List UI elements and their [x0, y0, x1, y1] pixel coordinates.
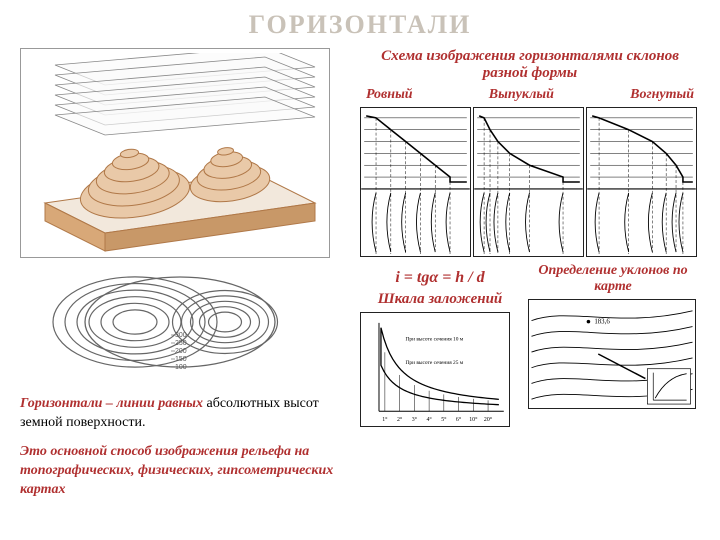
svg-text:3°: 3°: [412, 416, 418, 423]
svg-text:При высоте сечения 25 м: При высоте сечения 25 м: [406, 360, 464, 366]
svg-text:200: 200: [175, 348, 187, 355]
slope-determination-block: Определение уклонов по карте 183,6: [528, 263, 698, 427]
slope-labels-row: Ровный Выпуклый Вогнутый: [366, 87, 694, 103]
content-grid: 100150200250300 Горизонтали – линии равн…: [0, 40, 720, 509]
slope-even-svg: [361, 108, 470, 256]
svg-text:4°: 4°: [426, 416, 432, 423]
svg-text:150: 150: [175, 356, 187, 363]
definition-p2: Это основной способ изображения рельефа …: [20, 443, 350, 500]
slope-cell-concave: [586, 107, 697, 257]
svg-text:10°: 10°: [469, 416, 478, 423]
plan-view-contours: 100150200250300: [20, 264, 330, 379]
svg-text:1°: 1°: [382, 416, 388, 423]
svg-text:183,6: 183,6: [594, 318, 610, 325]
slope-cell-even: [360, 107, 471, 257]
scale-label: Шкала заложений: [360, 291, 520, 308]
page-title: ГОРИЗОНТАЛИ: [0, 0, 720, 40]
slope-concave-svg: [587, 108, 696, 256]
definition-lead-bold: Горизонтали – линии равных: [20, 396, 203, 411]
slope-formula: i = tgα = h / d: [360, 269, 520, 287]
svg-text:100: 100: [175, 364, 187, 371]
svg-text:300: 300: [175, 332, 187, 339]
scale-chart-svg: 1° 2° 3° 4° 5° 6° 10° 20° При высоте сечения 10 …: [361, 313, 509, 426]
lower-right-block: i = tgα = h / d Шкала заложений 1° 2° 3° 4°…: [360, 263, 700, 427]
terrain-3d-illustration: [20, 48, 330, 258]
svg-text:2°: 2°: [397, 416, 403, 423]
slope-determination-title: Определение уклонов по карте: [528, 263, 698, 295]
slope-label-convex: Выпуклый: [489, 87, 554, 103]
slope-diagram-heading: Схема изображения горизонталями склонов …: [360, 48, 700, 83]
formula-and-scale: i = tgα = h / d Шкала заложений 1° 2° 3° 4°…: [360, 263, 520, 427]
svg-text:6°: 6°: [456, 416, 462, 423]
slope-label-concave: Вогнутый: [630, 87, 694, 103]
slope-label-even: Ровный: [366, 87, 413, 103]
terrain-3d-svg: [25, 53, 325, 253]
left-column: 100150200250300 Горизонтали – линии равн…: [20, 48, 350, 509]
map-fragment-svg: 183,6: [529, 300, 695, 408]
slope-cell-convex: [473, 107, 584, 257]
slope-diagram-grid: [360, 107, 700, 257]
map-fragment: 183,6: [528, 299, 696, 409]
svg-text:При высоте сечения 10 м: При высоте сечения 10 м: [406, 336, 464, 342]
svg-text:250: 250: [175, 340, 187, 347]
definition-block: Горизонтали – линии равных абсолютных вы…: [20, 395, 350, 499]
svg-text:20°: 20°: [484, 416, 493, 423]
svg-text:5°: 5°: [441, 416, 447, 423]
scale-chart: 1° 2° 3° 4° 5° 6° 10° 20° При высоте сечения 10 …: [360, 312, 510, 427]
right-column: Схема изображения горизонталями склонов …: [360, 48, 700, 509]
slope-convex-svg: [474, 108, 583, 256]
plan-view-svg: 100150200250300: [25, 267, 325, 377]
definition-p2-bold: Это основной способ изображения рельефа …: [20, 444, 333, 497]
definition-p1: Горизонтали – линии равных абсолютных вы…: [20, 395, 350, 433]
